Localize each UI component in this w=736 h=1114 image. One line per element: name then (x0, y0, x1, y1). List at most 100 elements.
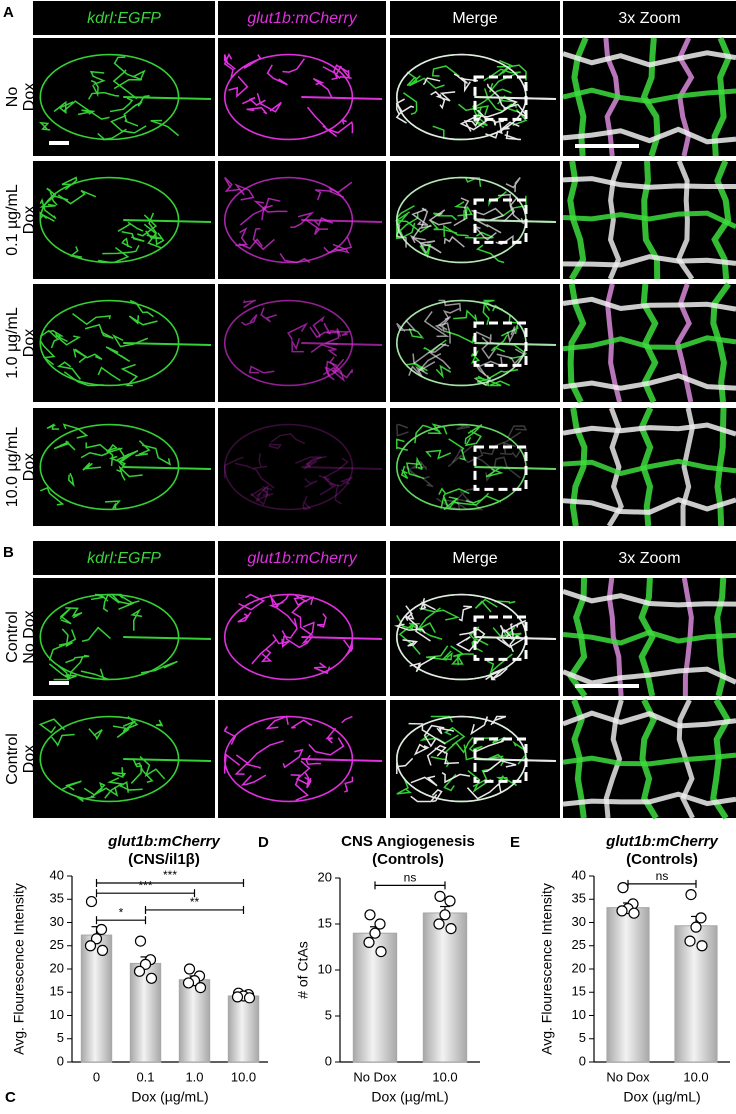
vessel (132, 95, 150, 109)
vessel (57, 361, 81, 380)
micrograph (33, 161, 215, 279)
vessel (260, 307, 277, 323)
vessel (48, 329, 68, 343)
vessel (48, 663, 77, 680)
y-tick-label: 40 (572, 867, 586, 882)
vessel (431, 65, 460, 77)
vessel (39, 53, 180, 141)
vessel (443, 736, 474, 755)
vessel (39, 195, 69, 208)
data-point (434, 890, 446, 903)
y-tick-label: 5 (325, 1007, 332, 1022)
vessel (441, 772, 471, 784)
vessel (90, 79, 99, 98)
vessel (251, 639, 277, 665)
vessel (474, 466, 557, 470)
vessel (412, 343, 450, 365)
vessel (331, 64, 349, 81)
vessel (493, 456, 521, 479)
vessel (123, 103, 139, 127)
vessel (53, 440, 76, 451)
data-point (95, 923, 108, 936)
vessel (121, 237, 133, 249)
vessel (431, 789, 443, 803)
vessel (562, 254, 736, 268)
column-header: 3x Zoom (618, 10, 680, 27)
data-point (139, 958, 152, 970)
vessel (250, 484, 269, 506)
micrograph (562, 698, 736, 820)
vessel (423, 311, 450, 338)
vessel (419, 243, 432, 259)
vessel (223, 456, 244, 479)
vessel (306, 106, 338, 138)
vessel (140, 660, 178, 674)
vessel (496, 64, 527, 81)
vessel (304, 772, 312, 789)
bar (227, 995, 260, 1063)
vessel (500, 442, 516, 456)
vessel (243, 54, 262, 69)
vessel (252, 227, 275, 251)
micrograph (562, 159, 736, 281)
vessel (451, 495, 502, 506)
vessel (255, 493, 274, 503)
vessel (429, 219, 458, 234)
vessel (268, 601, 298, 628)
vessel (102, 593, 120, 613)
vessel (329, 356, 346, 383)
data-point (243, 992, 256, 1004)
vessel (474, 466, 557, 470)
data-point (90, 933, 103, 945)
vessel (287, 322, 309, 340)
vessel (440, 493, 449, 509)
y-tick-label: 40 (50, 867, 64, 882)
vessel (39, 198, 57, 220)
vessel (223, 715, 354, 803)
vessel (291, 338, 304, 353)
vessel (562, 629, 736, 646)
data-point (85, 895, 98, 908)
vessel (468, 626, 480, 644)
vessel (323, 322, 332, 335)
vessel (569, 407, 588, 527)
row-label: 0.1 µg/mL (4, 184, 21, 256)
column-header: kdrl:EGFP (87, 550, 161, 567)
y-tick-label: 5 (579, 1030, 586, 1045)
vessel (410, 793, 438, 803)
vessel (223, 753, 241, 774)
vessel (137, 214, 158, 237)
vessel (507, 425, 528, 438)
data-point (445, 922, 457, 935)
y-tick-label: 0 (325, 1053, 332, 1068)
y-axis-label: Avg. Flourescence Intensity (539, 883, 555, 1055)
micrograph (218, 161, 386, 279)
vessel (223, 54, 236, 70)
data-point (134, 935, 147, 947)
vessel (456, 423, 470, 431)
vessel (77, 109, 96, 116)
vessel (342, 639, 354, 658)
vessel (248, 365, 275, 374)
data-point (374, 918, 386, 930)
data-point (433, 918, 445, 930)
vessel (234, 462, 275, 489)
vessel (451, 445, 473, 463)
vessel (423, 724, 445, 748)
vessel (451, 652, 464, 666)
vessel (223, 299, 354, 387)
vessel (420, 598, 436, 611)
vessel (108, 455, 126, 473)
vessel (396, 438, 408, 451)
vessel (473, 361, 492, 387)
vessel (474, 598, 498, 613)
x-tick-label: 0.1 (136, 1069, 154, 1084)
x-axis-label: Dox (µg/mL) (371, 1089, 448, 1105)
column-header-box (390, 541, 560, 575)
vessel (80, 668, 109, 681)
vessel (295, 456, 323, 468)
vessel (562, 176, 736, 190)
y-tick-label: 10 (318, 961, 332, 976)
vessel (485, 122, 503, 139)
